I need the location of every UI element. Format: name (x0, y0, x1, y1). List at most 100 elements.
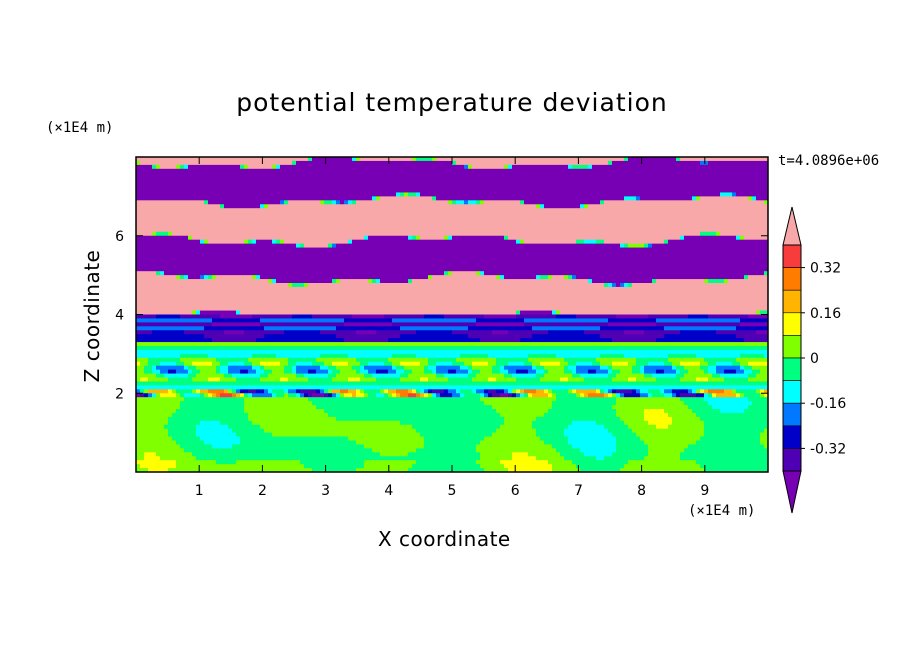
contour-cell (228, 416, 233, 422)
contour-cell (244, 428, 249, 434)
contour-cell (276, 208, 281, 213)
contour-cell (180, 223, 185, 229)
contour-cell (264, 164, 269, 170)
contour-cell (304, 464, 309, 469)
contour-cell (292, 468, 297, 472)
contour-cell (188, 334, 193, 339)
contour-cell (212, 255, 217, 260)
contour-cell (236, 353, 241, 359)
contour-cell (260, 290, 265, 296)
contour-cell (204, 168, 209, 174)
contour-cell (192, 180, 197, 186)
contour-cell (208, 208, 213, 213)
contour-cell (364, 263, 369, 268)
contour-cell (204, 290, 209, 296)
contour-cell (280, 271, 285, 276)
contour-cell (148, 196, 153, 201)
contour-cell (176, 267, 181, 272)
contour-cell (308, 231, 313, 237)
contour-cell (152, 420, 157, 426)
contour-cell (288, 192, 293, 197)
contour-cell (304, 397, 309, 402)
contour-cell (292, 176, 297, 182)
contour-cell (360, 271, 365, 276)
contour-cell (164, 326, 169, 331)
contour-cell (312, 369, 317, 375)
contour-cell (176, 314, 181, 320)
contour-cell (384, 184, 389, 190)
contour-cell (376, 401, 381, 406)
contour-cell (160, 160, 165, 166)
contour-cell (336, 196, 341, 201)
contour-cell (340, 444, 345, 449)
contour-cell (356, 365, 361, 371)
contour-cell (136, 330, 141, 335)
contour-cell (348, 306, 353, 312)
contour-cell (324, 176, 329, 182)
contour-cell (352, 389, 357, 394)
contour-cell (304, 298, 309, 304)
contour-cell (188, 188, 193, 194)
contour-cell (144, 259, 149, 264)
contour-cell (380, 283, 385, 288)
contour-cell (156, 208, 161, 213)
contour-cell (308, 168, 313, 174)
contour-cell (216, 192, 221, 197)
contour-cell (336, 318, 341, 323)
contour-cell (168, 322, 173, 327)
contour-cell (312, 200, 317, 205)
contour-cell (196, 334, 201, 339)
contour-cell (184, 330, 189, 335)
contour-cell (260, 243, 265, 249)
contour-cell (264, 416, 269, 422)
contour-cell (188, 294, 193, 300)
contour-cell (264, 247, 269, 253)
contour-cell (176, 160, 181, 166)
contour-cell (236, 279, 241, 284)
contour-cell (216, 424, 221, 430)
contour-cell (280, 393, 285, 398)
contour-cell (284, 420, 289, 426)
contour-cell (312, 192, 317, 197)
contour-cell (236, 239, 241, 245)
contour-cell (304, 196, 309, 201)
contour-cell (360, 389, 365, 394)
contour-cell (308, 452, 313, 457)
contour-cell (264, 401, 269, 406)
contour-cell (216, 298, 221, 304)
contour-cell (252, 157, 257, 162)
contour-cell (144, 271, 149, 276)
contour-cell (196, 235, 201, 241)
contour-cell (384, 239, 389, 245)
contour-cell (196, 231, 201, 237)
contour-cell (184, 361, 189, 367)
contour-cell (364, 412, 369, 418)
contour-cell (284, 353, 289, 359)
contour-cell (164, 200, 169, 205)
contour-cell (184, 227, 189, 233)
contour-cell (188, 259, 193, 264)
contour-cell (340, 322, 345, 327)
contour-cell (348, 243, 353, 249)
contour-cell (204, 361, 209, 367)
contour-cell (220, 180, 225, 186)
contour-cell (144, 448, 149, 453)
contour-cell (336, 420, 341, 426)
contour-cell (216, 310, 221, 316)
contour-cell (156, 290, 161, 296)
contour-cell (256, 176, 261, 182)
contour-cell (228, 196, 233, 201)
contour-cell (148, 444, 153, 449)
contour-cell (296, 452, 301, 457)
contour-cell (352, 456, 357, 461)
contour-cell (340, 405, 345, 410)
contour-cell (308, 330, 313, 335)
contour-cell (324, 365, 329, 371)
contour-cell (348, 208, 353, 213)
contour-cell (320, 208, 325, 213)
contour-cell (156, 302, 161, 308)
contour-cell (236, 401, 241, 406)
contour-cell (368, 243, 373, 249)
contour-cell (312, 436, 317, 442)
contour-cell (236, 172, 241, 178)
